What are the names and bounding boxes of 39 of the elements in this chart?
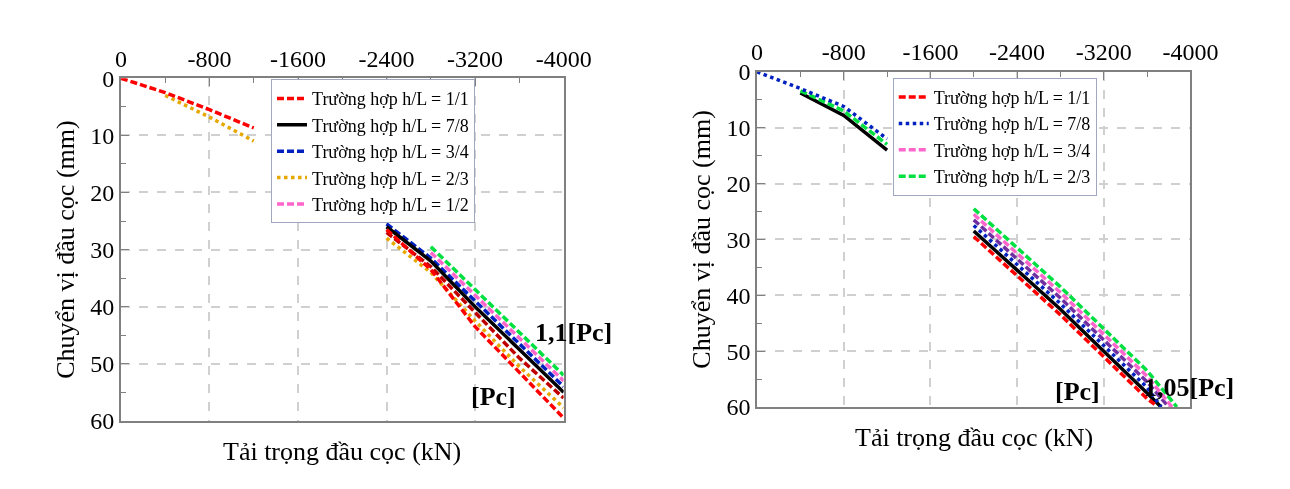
- x-tick-label: -4000: [535, 45, 592, 72]
- y-tick-label: 60: [726, 394, 751, 421]
- y-tick-label: 60: [90, 408, 115, 435]
- x-tick-label: -4000: [1162, 39, 1219, 66]
- x-tick-label: -800: [821, 39, 866, 66]
- x-tick-label: -2400: [358, 45, 415, 72]
- legend-label: Trường hợp h/L = 7/8: [933, 114, 1091, 135]
- legend-label: Trường hợp h/L = 7/8: [312, 115, 469, 136]
- x-tick-label: -3200: [447, 45, 504, 72]
- y-axis-title: Chuyển vị đầu cọc (mm): [51, 120, 81, 379]
- x-tick-label: -1600: [270, 45, 327, 72]
- x-tick-label: -2400: [989, 39, 1046, 66]
- y-tick-label: 40: [726, 282, 751, 309]
- legend-label: Trường hợp h/L = 2/3: [933, 167, 1091, 188]
- y-tick-label: 10: [726, 115, 751, 142]
- legend-label: Trường hợp h/L = 1/1: [312, 89, 469, 110]
- y-tick-label: 30: [726, 226, 751, 253]
- x-tick-label: -1600: [902, 39, 959, 66]
- legend-label: Trường hợp h/L = 1/1: [933, 88, 1091, 109]
- y-tick-label: 20: [90, 179, 115, 206]
- y-tick-label: 20: [726, 170, 751, 197]
- annotation: 1,1[Pc]: [535, 318, 613, 347]
- y-tick-label: 30: [90, 236, 115, 263]
- y-tick-label: 50: [726, 338, 751, 365]
- y-tick-label: 0: [102, 65, 115, 92]
- legend-label: Trường hợp h/L = 3/4: [933, 140, 1091, 161]
- y-tick-label: 10: [90, 122, 115, 149]
- x-tick-label: -800: [187, 45, 232, 72]
- y-tick-label: 40: [90, 294, 115, 321]
- legend-label: Trường hợp h/L = 3/4: [312, 142, 469, 163]
- x-axis-title: Tải trọng đầu cọc (kN): [855, 423, 1094, 452]
- legend-label: Trường hợp h/L = 2/3: [312, 168, 469, 189]
- x-axis-title: Tải trọng đầu cọc (kN): [223, 437, 462, 466]
- annotation: [Pc]: [471, 382, 516, 411]
- y-axis-title: Chuyển vị đầu cọc (mm): [687, 110, 717, 369]
- y-tick-label: 50: [90, 351, 115, 378]
- x-tick-label: -3200: [1075, 39, 1132, 66]
- annotation: [Pc]: [1055, 377, 1100, 406]
- legend-label: Trường hợp h/L = 1/2: [312, 195, 469, 216]
